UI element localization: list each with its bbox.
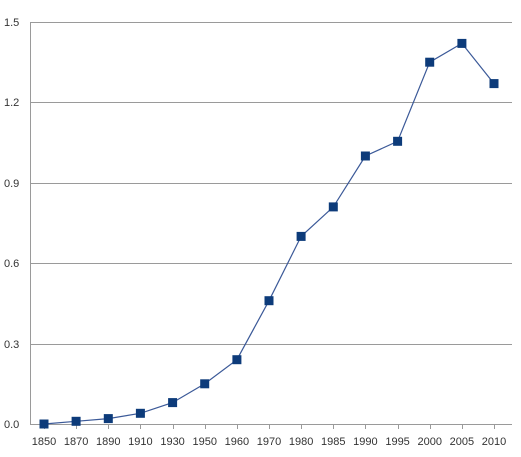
grid-lines: [30, 22, 512, 425]
axes: [30, 22, 495, 429]
data-point: [232, 355, 242, 365]
y-tick-label: 0.3: [4, 339, 19, 351]
data-point: [71, 416, 81, 426]
x-tick-label: 1950: [192, 436, 216, 448]
data-point: [489, 79, 499, 89]
data-points: [39, 38, 499, 429]
data-point: [168, 398, 178, 408]
data-point: [200, 379, 210, 389]
x-tick-label: 1990: [353, 436, 377, 448]
y-tick-label: 1.5: [4, 17, 19, 29]
x-tick-label: 2000: [417, 436, 441, 448]
x-tick-label: 1970: [257, 436, 281, 448]
series-line: [43, 42, 495, 425]
x-tick-label: 2005: [450, 436, 474, 448]
y-tick-label: 0.9: [4, 178, 19, 190]
data-point: [457, 38, 467, 48]
data-point: [393, 136, 403, 146]
data-point: [360, 151, 370, 161]
data-point: [103, 414, 113, 424]
x-tick-label: 1995: [385, 436, 409, 448]
x-tick-label: 1980: [289, 436, 313, 448]
x-tick-label: 1890: [96, 436, 120, 448]
data-point: [264, 296, 274, 306]
y-tick-labels: 0.0 0.3 0.6 0.9 1.2 1.5: [4, 17, 19, 431]
x-tick-label: 1930: [160, 436, 184, 448]
data-point: [135, 408, 145, 418]
x-tick-label: 1985: [321, 436, 345, 448]
x-tick-label: 1870: [64, 436, 88, 448]
x-tick-label: 1850: [32, 436, 56, 448]
x-tick-label: 2010: [482, 436, 506, 448]
data-point: [328, 202, 338, 212]
x-tick-labels: 1850 1870 1890 1910 1930 1950 1960 1970 1980 1985…: [32, 436, 506, 448]
y-tick-label: 0.6: [4, 258, 19, 270]
series-line-0: [43, 42, 495, 425]
x-tick-label: 1910: [128, 436, 152, 448]
y-tick-label: 0.0: [4, 419, 19, 431]
y-tick-label: 1.2: [4, 97, 19, 109]
data-point: [425, 57, 435, 67]
x-tick-label: 1960: [225, 436, 249, 448]
data-point: [39, 419, 49, 429]
data-point: [296, 231, 306, 241]
